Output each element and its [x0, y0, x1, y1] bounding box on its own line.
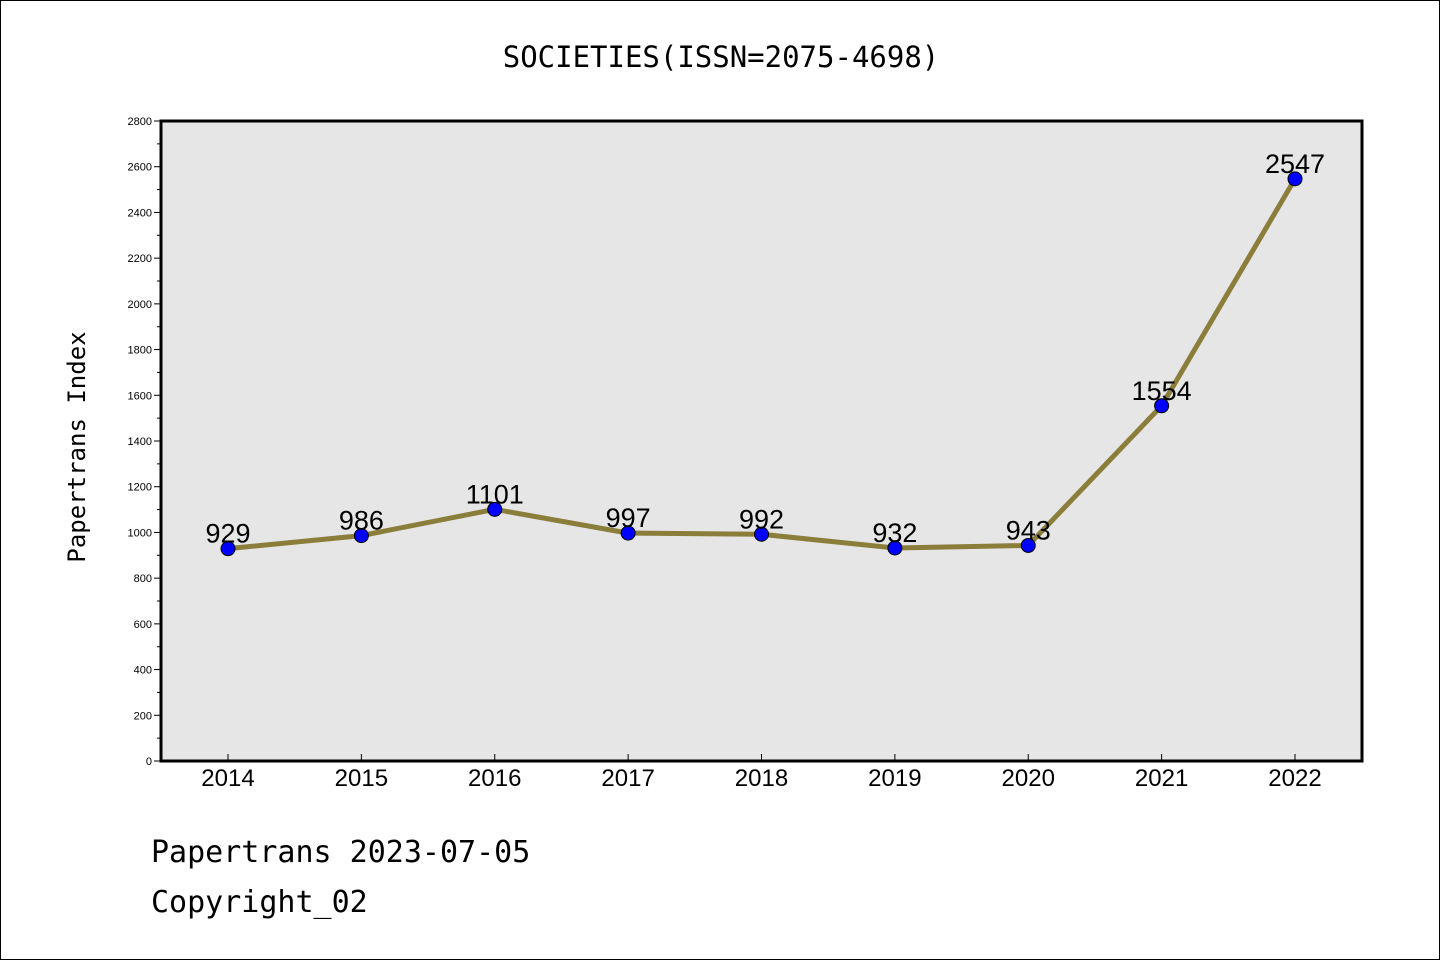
y-tick-label: 1200	[128, 482, 152, 494]
y-tick-label: 2600	[128, 162, 152, 174]
data-markers	[220, 171, 1303, 557]
x-tick-label: 2018	[735, 765, 788, 792]
x-tick-label: 2019	[868, 765, 921, 792]
data-label: 997	[606, 503, 651, 533]
data-label: 986	[339, 506, 384, 536]
y-tick-label: 1800	[128, 345, 152, 357]
x-axis: 2014 2015 2016 2017 2018 2019 2020 2021 2022	[201, 754, 1322, 792]
y-tick-label: 1600	[128, 390, 152, 402]
y-tick-label: 2800	[128, 116, 152, 128]
data-point-marker	[1287, 171, 1303, 187]
footer-date: Papertrans 2023-07-05	[151, 835, 531, 870]
y-tick-label: 2000	[128, 299, 152, 311]
data-label: 992	[739, 504, 784, 534]
plot-area	[161, 121, 1362, 761]
x-tick-label: 2016	[468, 765, 521, 792]
data-label: 2547	[1265, 149, 1325, 179]
x-tick-label: 2021	[1135, 765, 1188, 792]
data-labels: 929 986 1101 997 992 932 943 1554 2547	[205, 149, 1325, 549]
plot-border	[159, 119, 1364, 763]
y-tick-label: 2400	[128, 207, 152, 219]
y-tick-label: 200	[134, 710, 152, 722]
data-point-marker	[1154, 398, 1170, 414]
y-tick-label: 1400	[128, 436, 152, 448]
data-label: 1101	[466, 479, 524, 509]
x-tick-label: 2022	[1268, 765, 1321, 792]
y-tick-label: 600	[134, 619, 152, 631]
y-tick-label: 2200	[128, 253, 152, 265]
x-tick-label: 2015	[335, 765, 388, 792]
data-point-marker	[220, 541, 236, 557]
data-point-marker	[1020, 537, 1036, 553]
data-point-marker	[353, 528, 369, 544]
data-label: 1554	[1132, 376, 1192, 406]
data-label: 932	[872, 518, 917, 548]
x-tick-label: 2017	[601, 765, 654, 792]
chart-title: SOCIETIES(ISSN=2075-4698)	[503, 40, 940, 74]
x-tick-label: 2014	[201, 765, 254, 792]
y-tick-label: 400	[134, 665, 152, 677]
x-tick-label: 2020	[1002, 765, 1055, 792]
data-point-marker	[887, 540, 903, 556]
data-point-marker	[620, 525, 636, 541]
y-axis: 0 200 400 600 800 1000 1200 1400 1600 1800 2000 220…	[128, 116, 161, 768]
y-tick-label: 800	[134, 573, 152, 585]
y-tick-label: 1000	[128, 527, 152, 539]
data-point-marker	[754, 526, 769, 542]
data-label: 943	[1006, 515, 1051, 545]
y-tick-label: 0	[146, 756, 152, 768]
y-axis-label: Papertrans Index	[63, 331, 91, 562]
data-label: 929	[205, 519, 250, 549]
data-point-marker	[487, 501, 503, 517]
footer-copyright: Copyright_02	[151, 885, 368, 920]
